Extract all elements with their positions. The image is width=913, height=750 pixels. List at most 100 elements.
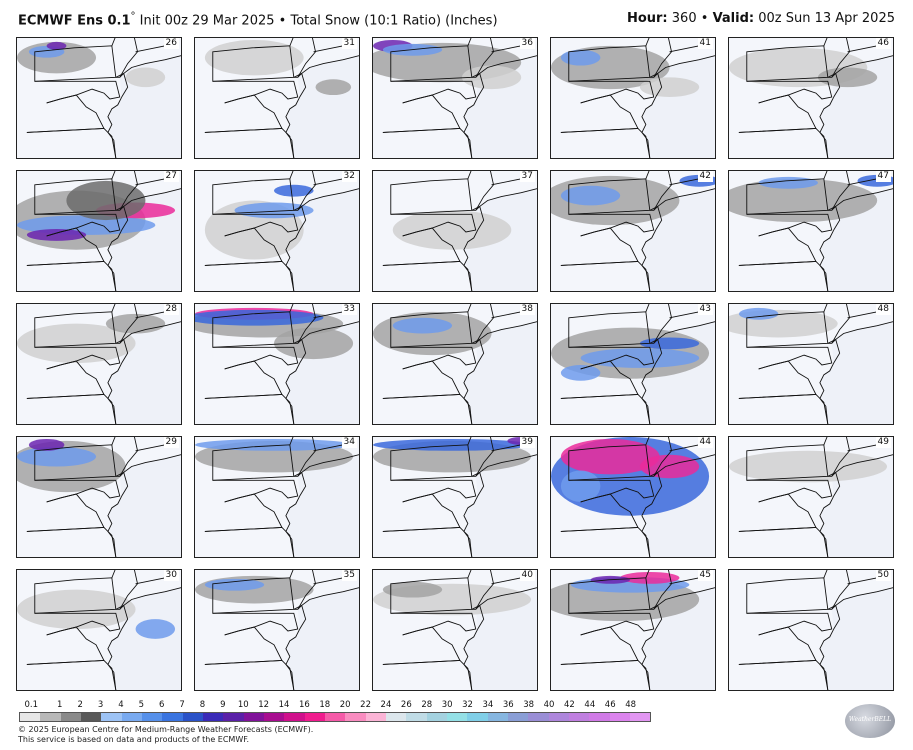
- coastline: [285, 55, 359, 158]
- snow-accumulation-shading: [620, 571, 680, 584]
- model-name: ECMWF Ens 0.1: [18, 13, 131, 29]
- snow-accumulation-shading: [135, 619, 176, 639]
- ensemble-member-panel: 33: [194, 303, 360, 425]
- state-border: [382, 660, 473, 690]
- snowfall-map: [551, 304, 715, 424]
- snowfall-map: [729, 304, 893, 424]
- ensemble-member-panel: 50: [728, 569, 894, 691]
- member-number: 37: [519, 171, 535, 182]
- colorbar-swatch: [121, 713, 142, 721]
- state-border: [471, 205, 485, 231]
- coastline: [819, 587, 893, 690]
- colorbar-tick-label: 2: [77, 700, 83, 710]
- colorbar-swatch: [446, 713, 468, 721]
- member-number: 49: [875, 437, 891, 448]
- snowfall-map: [551, 570, 715, 690]
- state-border: [212, 612, 299, 636]
- state-border: [204, 94, 283, 133]
- snow-accumulation-shading: [373, 438, 532, 451]
- snowfall-map: [195, 570, 359, 690]
- state-border: [390, 45, 473, 82]
- colorbar-tick-label: 16: [298, 700, 310, 710]
- ensemble-member-panel: 46: [728, 37, 894, 159]
- snow-accumulation-shading: [66, 180, 146, 221]
- logo-text: WeatherBELL: [848, 716, 892, 723]
- colorbar-swatch: [141, 713, 163, 721]
- snowfall-map: [17, 304, 181, 424]
- state-border: [26, 493, 105, 532]
- colorbar-tick-label: 24: [380, 700, 392, 710]
- state-border: [738, 493, 817, 532]
- state-border: [204, 626, 283, 665]
- state-border: [204, 660, 295, 690]
- member-number: 26: [163, 38, 179, 49]
- state-border: [568, 444, 651, 481]
- snowfall-map: [382, 171, 537, 291]
- colorbar-tick-label: 14: [278, 700, 290, 710]
- colorbar-tick-label: 6: [158, 700, 165, 710]
- snowfall-map: [551, 437, 715, 557]
- state-border: [34, 45, 117, 82]
- ensemble-member-panel: 32: [194, 170, 360, 292]
- member-number: 39: [519, 437, 535, 448]
- state-border: [746, 178, 829, 215]
- member-number: 44: [697, 437, 713, 448]
- ensemble-member-panel: 39: [372, 436, 538, 558]
- state-border: [568, 311, 651, 348]
- state-border: [738, 128, 829, 158]
- valid-value: 00z Sun 13 Apr 2025: [758, 11, 895, 26]
- member-number: 31: [341, 38, 357, 49]
- member-number: 40: [519, 570, 535, 581]
- state-border: [746, 45, 829, 82]
- coastline: [463, 454, 537, 557]
- snow-accumulation-shading: [729, 450, 888, 483]
- colorbar-swatch: [182, 713, 203, 721]
- state-border: [26, 128, 117, 158]
- colorbar-swatch: [60, 713, 81, 721]
- ensemble-member-panel: 42: [550, 170, 716, 292]
- state-border: [26, 660, 117, 690]
- snow-accumulation-shading: [274, 184, 314, 197]
- state-border: [26, 261, 117, 291]
- ensemble-member-panel: 45: [550, 569, 716, 691]
- ensemble-member-panel: 48: [728, 303, 894, 425]
- ensemble-member-panel: 27: [16, 170, 182, 292]
- colorbar-tick-label: 8: [199, 700, 206, 710]
- snowfall-map: [373, 38, 537, 158]
- title-bullet-2: •: [700, 11, 709, 26]
- state-border: [560, 626, 639, 665]
- state-border: [212, 178, 295, 215]
- member-number: 43: [697, 304, 713, 315]
- member-number: 50: [875, 570, 891, 581]
- member-number: 35: [341, 570, 357, 581]
- state-border: [293, 338, 307, 364]
- colorbar-swatch: [365, 713, 386, 721]
- snow-accumulation-shading: [560, 185, 621, 206]
- valid-label: Valid:: [712, 11, 755, 26]
- snowfall-map: [373, 304, 537, 424]
- state-border: [293, 205, 307, 231]
- state-border: [568, 178, 651, 215]
- state-border: [746, 311, 829, 348]
- snow-accumulation-shading: [738, 307, 779, 320]
- state-border: [746, 612, 833, 636]
- colorbar-tick-label: 48: [625, 700, 637, 710]
- snow-accumulation-shading: [560, 364, 601, 381]
- colorbar-tick-label: 42: [564, 700, 575, 710]
- state-border: [212, 444, 295, 481]
- snow-accumulation-shading: [560, 470, 601, 502]
- coastline: [641, 188, 715, 291]
- colorbar-tick-label: 22: [360, 700, 371, 710]
- state-border: [649, 471, 663, 497]
- state-border: [827, 338, 841, 364]
- ensemble-member-panel: 34: [194, 436, 360, 558]
- coastline: [641, 321, 715, 424]
- colorbar-swatch: [284, 713, 305, 721]
- coastline: [819, 55, 893, 158]
- colorbar-swatch: [324, 713, 346, 721]
- snowfall-map: [17, 38, 181, 158]
- snowfall-map: [204, 38, 359, 158]
- snow-accumulation-shading: [28, 438, 65, 451]
- snow-accumulation-shading: [382, 581, 443, 598]
- state-border: [204, 128, 295, 158]
